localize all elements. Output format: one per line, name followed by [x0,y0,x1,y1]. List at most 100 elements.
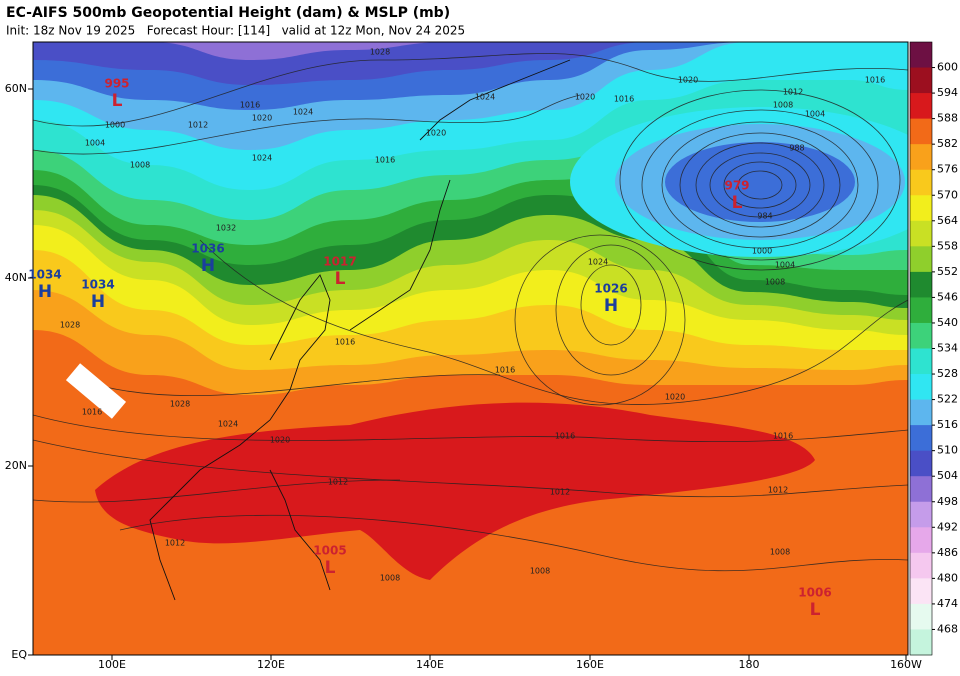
center-pressure: 1026 [594,282,627,296]
colorbar-cell [910,603,932,630]
isobar-label: 1016 [773,432,793,441]
lat-label: 60N [5,82,27,95]
isobar-label: 1012 [328,478,348,487]
isobar-label: 1008 [380,574,400,583]
isobar-label: 1004 [805,110,825,119]
center-symbol: L [335,269,346,289]
isobar-label: 1020 [270,436,290,445]
isobar-label: 1016 [335,338,355,347]
lon-label: 160W [890,658,922,671]
isobar-label: 1008 [530,567,550,576]
colorbar-label: 522 [937,393,958,406]
lat-label: EQ [11,648,27,661]
colorbar-label: 510 [937,444,958,457]
isobars [33,53,908,572]
colorbar-label: 486 [937,546,958,559]
colorbar-cell [910,450,932,477]
isobar-label: 1012 [783,88,803,97]
lat-label: 20N [5,459,27,472]
isobar-label: 1024 [252,154,272,163]
center-pressure: 1006 [798,586,831,600]
isobar-label: 1016 [614,95,634,104]
colorbar-cell [910,501,932,528]
isobar-label: 1024 [218,420,238,429]
colorbar-label: 558 [937,239,958,252]
colorbar-label: 600 [937,61,958,74]
colorbar: 600 594 588 582 576 570 564 558 552 546 540 534 528 5… [909,41,958,656]
isobar-label: 1008 [130,161,150,170]
colorbar-label: 552 [937,265,958,278]
isobar-label: 1020 [575,93,595,102]
isobar-label: 1032 [216,224,236,233]
isobar-label: 1028 [370,48,390,57]
isobar-label: 1012 [165,539,185,548]
colorbar-cell [910,93,932,120]
colorbar-label: 474 [937,597,958,610]
isobar-label: 984 [757,212,772,221]
center-symbol: L [732,193,743,213]
colorbar-label: 480 [937,571,958,584]
isobar-label: 1024 [588,258,608,267]
center-pressure: 979 [724,179,749,193]
colorbar-cell [910,118,932,145]
isobar-label: 1012 [550,488,570,497]
colorbar-cell [910,552,932,579]
lon-label: 160E [576,658,604,671]
isobar-label: 1020 [678,76,698,85]
isobar-label: 1020 [252,114,272,123]
colorbar-cell [910,629,932,656]
colorbar-cell [910,220,932,247]
isobar-label: 1024 [293,108,313,117]
lon-label: 180 [739,658,760,671]
isobar-label: 1000 [105,121,125,130]
lat-label: 40N [5,271,27,284]
title: EC-AIFS 500mb Geopotential Height (dam) … [6,5,450,21]
center-pressure: 1034 [28,268,61,282]
isobar-label: 1008 [770,548,790,557]
isobar-label: 1008 [765,278,785,287]
center-symbol: H [91,292,105,312]
colorbar-cell [910,374,932,401]
center-symbol: L [325,558,336,578]
colorbar-cell [910,67,932,94]
colorbar-cell [910,399,932,426]
center-symbol: L [112,91,123,111]
isobar-label: 1024 [475,93,495,102]
colorbar-label: 576 [937,163,958,176]
isobar-label: 1012 [768,486,788,495]
center-symbol: H [604,296,618,316]
colorbar-cell [910,527,932,554]
colorbar-cell [910,578,932,605]
isobar-label: 1004 [775,261,795,270]
lon-label: 100E [98,658,126,671]
isobar-label: 1012 [188,121,208,130]
colorbar-cell [910,169,932,196]
colorbar-label: 468 [937,622,958,635]
colorbar-label: 504 [937,469,958,482]
colorbar-cell [910,322,932,349]
lon-label: 140E [416,658,444,671]
colorbar-label: 540 [937,316,958,329]
colorbar-cell [910,195,932,222]
isobar-label: 1020 [426,129,446,138]
colorbar-label: 564 [937,214,958,227]
isobar-label: 1020 [665,393,685,402]
colorbar-cell [910,144,932,171]
map-frame [32,41,909,656]
colorbar-cell [910,425,932,452]
isobar-label: 1016 [865,76,885,85]
center-symbol: H [201,256,215,276]
isobar-label: 1016 [555,432,575,441]
low-height-core [665,142,855,222]
colorbar-label: 516 [937,418,958,431]
isobar-label: 1008 [773,101,793,110]
colorbar-cell [910,246,932,273]
isobar-label: 1000 [752,247,772,256]
coastlines [149,59,571,601]
isobar-label: 988 [789,144,804,153]
colorbar-label: 498 [937,495,958,508]
colorbar-cell [910,297,932,324]
center-pressure: 1034 [81,278,114,292]
lon-label: 120E [257,658,285,671]
